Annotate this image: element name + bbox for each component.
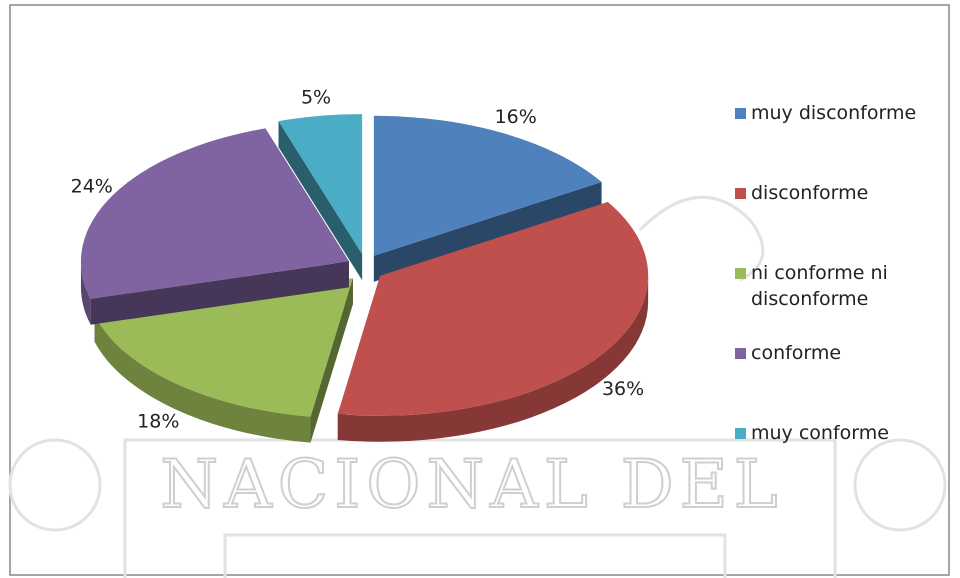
- slice-wall: [278, 121, 363, 281]
- data-label: 18%: [137, 411, 179, 433]
- data-label: 24%: [71, 175, 113, 197]
- legend-label: ni conforme ni disconforme: [751, 262, 888, 310]
- slice-side: [337, 275, 649, 442]
- slice-top: [337, 201, 649, 416]
- slice: [278, 114, 363, 281]
- legend-label: disconforme: [751, 182, 869, 204]
- data-label: 5%: [301, 87, 331, 109]
- legend-item: muy disconforme: [735, 100, 950, 180]
- slice-top: [80, 128, 349, 299]
- legend-swatch: [735, 108, 746, 119]
- legend-item: conforme: [735, 340, 950, 420]
- legend-label: conforme: [751, 342, 842, 364]
- legend-item: ni conforme ni disconforme: [735, 260, 950, 340]
- legend-swatch: [735, 188, 746, 199]
- legend-swatch: [735, 348, 746, 359]
- legend-item: disconforme: [735, 180, 950, 260]
- data-label: 36%: [602, 378, 644, 400]
- slice: [337, 201, 649, 442]
- legend-label: muy disconforme: [751, 102, 917, 124]
- slice-side: [80, 261, 91, 325]
- slice-top: [278, 114, 363, 255]
- legend-swatch: [735, 268, 746, 279]
- slice-top: [373, 115, 602, 256]
- slice-wall: [310, 278, 353, 443]
- watermark: NACIONAL DEL: [160, 446, 783, 523]
- slice: [80, 128, 349, 325]
- legend-item: muy conforme: [735, 420, 950, 500]
- slice-wall: [90, 261, 349, 325]
- legend-label: muy conforme: [751, 422, 889, 444]
- legend: muy disconforme disconforme ni conforme ni…: [735, 100, 950, 500]
- slice: [373, 115, 602, 282]
- legend-swatch: [735, 428, 746, 439]
- slice-side: [94, 315, 311, 443]
- slice-wall: [373, 181, 602, 282]
- data-label: 16%: [495, 106, 537, 128]
- pie: [80, 114, 649, 443]
